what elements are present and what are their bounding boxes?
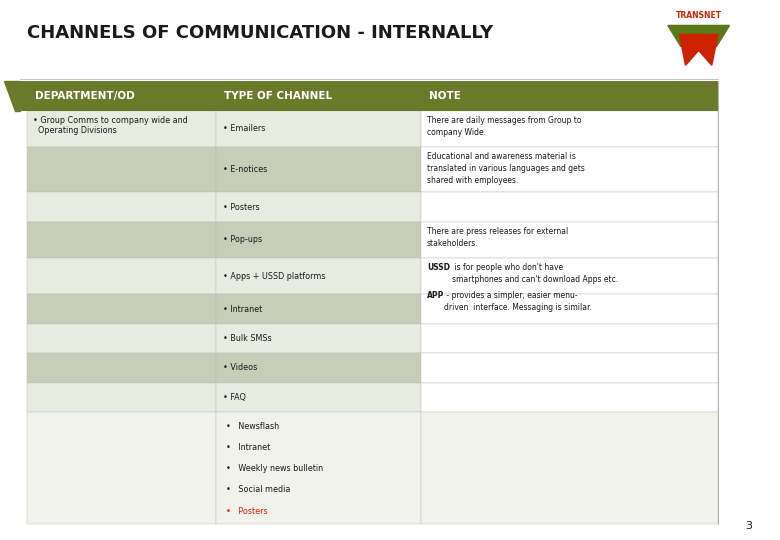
FancyBboxPatch shape bbox=[421, 353, 718, 382]
FancyBboxPatch shape bbox=[27, 324, 216, 353]
FancyBboxPatch shape bbox=[20, 81, 718, 111]
FancyBboxPatch shape bbox=[216, 192, 421, 222]
Text: There are press releases for external
stakeholders.: There are press releases for external st… bbox=[427, 227, 569, 248]
Text: • Intranet: • Intranet bbox=[222, 305, 262, 314]
FancyBboxPatch shape bbox=[216, 147, 421, 192]
FancyBboxPatch shape bbox=[27, 412, 216, 524]
Text: NOTE: NOTE bbox=[428, 91, 460, 101]
Polygon shape bbox=[4, 81, 20, 111]
Text: is for people who don't have
smartphones and can't download Apps etc.: is for people who don't have smartphones… bbox=[452, 264, 618, 284]
Text: USSD: USSD bbox=[427, 264, 450, 272]
FancyBboxPatch shape bbox=[216, 294, 421, 324]
Text: APP: APP bbox=[427, 291, 445, 300]
FancyBboxPatch shape bbox=[421, 382, 718, 412]
Text: DEPARTMENT/OD: DEPARTMENT/OD bbox=[35, 91, 135, 101]
Text: • Group Comms to company wide and
  Operating Divisions: • Group Comms to company wide and Operat… bbox=[34, 116, 188, 136]
FancyBboxPatch shape bbox=[27, 382, 216, 412]
FancyBboxPatch shape bbox=[27, 353, 216, 382]
Text: • Emailers: • Emailers bbox=[222, 124, 265, 133]
Text: • Posters: • Posters bbox=[222, 202, 259, 212]
FancyBboxPatch shape bbox=[27, 222, 216, 258]
Polygon shape bbox=[668, 25, 729, 46]
Text: • Pop-ups: • Pop-ups bbox=[222, 235, 261, 245]
Text: •   Social media: • Social media bbox=[225, 485, 290, 494]
FancyBboxPatch shape bbox=[216, 412, 421, 524]
FancyBboxPatch shape bbox=[421, 222, 718, 258]
Text: Educational and awareness material is
translated in various languages and gets
s: Educational and awareness material is tr… bbox=[427, 152, 585, 185]
Text: • FAQ: • FAQ bbox=[222, 393, 246, 402]
FancyBboxPatch shape bbox=[27, 147, 216, 192]
Text: • E-notices: • E-notices bbox=[222, 165, 267, 174]
Text: • Apps + USSD platforms: • Apps + USSD platforms bbox=[222, 272, 325, 281]
FancyBboxPatch shape bbox=[216, 222, 421, 258]
FancyBboxPatch shape bbox=[27, 294, 216, 324]
FancyBboxPatch shape bbox=[421, 111, 718, 147]
Text: •   Intranet: • Intranet bbox=[225, 443, 270, 452]
FancyBboxPatch shape bbox=[421, 147, 718, 192]
Text: 3: 3 bbox=[746, 521, 753, 530]
Text: •   Weekly news bulletin: • Weekly news bulletin bbox=[225, 464, 323, 473]
FancyBboxPatch shape bbox=[216, 258, 421, 294]
Text: • Videos: • Videos bbox=[222, 363, 257, 373]
FancyBboxPatch shape bbox=[216, 353, 421, 382]
Polygon shape bbox=[679, 35, 718, 65]
Text: • Bulk SMSs: • Bulk SMSs bbox=[222, 334, 271, 343]
FancyBboxPatch shape bbox=[27, 192, 216, 222]
FancyBboxPatch shape bbox=[216, 382, 421, 412]
Text: - provides a simpler, easier menu-
driven  interface. Messaging is similar.: - provides a simpler, easier menu- drive… bbox=[444, 291, 592, 312]
FancyBboxPatch shape bbox=[27, 111, 216, 147]
FancyBboxPatch shape bbox=[421, 258, 718, 294]
FancyBboxPatch shape bbox=[216, 324, 421, 353]
Text: •   Posters: • Posters bbox=[225, 507, 268, 516]
FancyBboxPatch shape bbox=[216, 111, 421, 147]
FancyBboxPatch shape bbox=[27, 258, 216, 294]
Text: •   Newsflash: • Newsflash bbox=[225, 422, 278, 430]
FancyBboxPatch shape bbox=[421, 192, 718, 222]
FancyBboxPatch shape bbox=[421, 294, 718, 324]
Text: CHANNELS OF COMMUNICATION - INTERNALLY: CHANNELS OF COMMUNICATION - INTERNALLY bbox=[27, 24, 494, 43]
Text: There are daily messages from Group to
company Wide.: There are daily messages from Group to c… bbox=[427, 116, 582, 137]
FancyBboxPatch shape bbox=[421, 324, 718, 353]
FancyBboxPatch shape bbox=[421, 412, 718, 524]
Text: TYPE OF CHANNEL: TYPE OF CHANNEL bbox=[224, 91, 332, 101]
Text: TRANSNET: TRANSNET bbox=[675, 11, 722, 20]
